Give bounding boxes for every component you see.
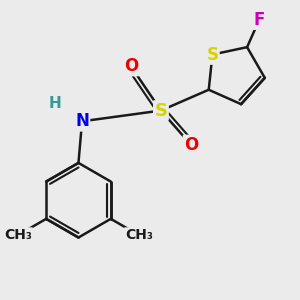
Text: O: O (184, 136, 198, 154)
Text: S: S (206, 46, 218, 64)
Text: N: N (75, 112, 89, 130)
Text: O: O (124, 57, 138, 75)
Text: S: S (154, 102, 167, 120)
Text: F: F (254, 11, 265, 28)
Text: CH₃: CH₃ (4, 228, 32, 242)
Text: H: H (48, 96, 61, 111)
Text: CH₃: CH₃ (125, 228, 153, 242)
